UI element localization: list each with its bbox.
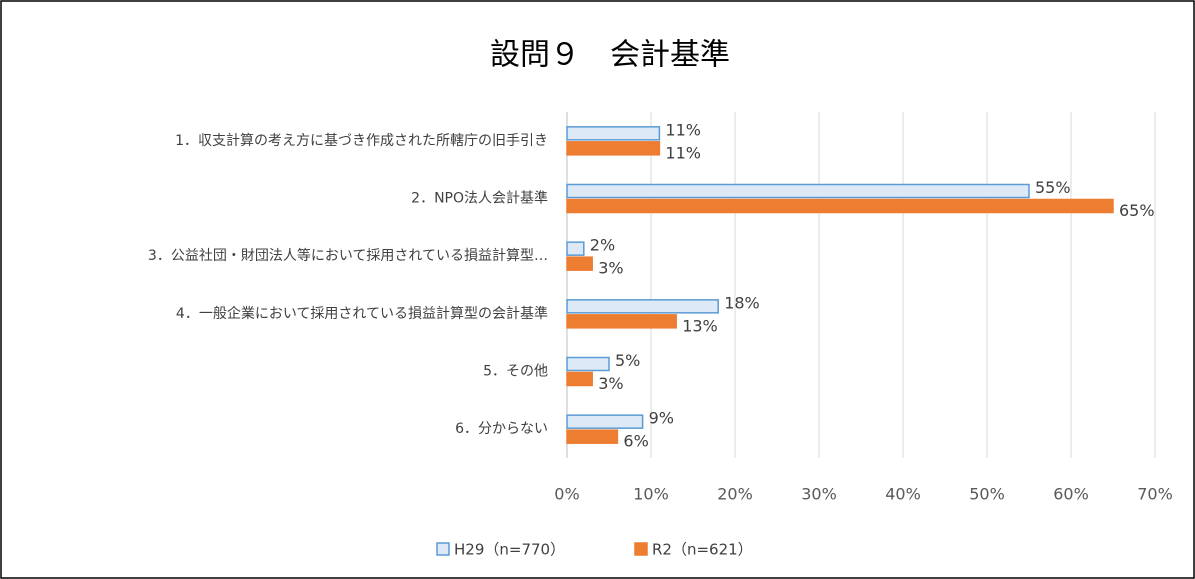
y-tick-label: 4．一般企業において採用されている損益計算型の会計基準 <box>176 305 548 322</box>
chart-title: 設問９ 会計基準 <box>490 38 730 73</box>
bar <box>566 198 1114 214</box>
bar <box>566 183 1030 199</box>
x-tick-label: 60% <box>1053 485 1089 504</box>
bar <box>566 256 593 271</box>
legend-label: H29（n=770） <box>454 541 565 559</box>
x-tick-label: 50% <box>969 485 1005 504</box>
x-tick-label: 30% <box>801 485 837 504</box>
y-tick-label: 2．NPO法人会計基準 <box>411 190 548 207</box>
legend-swatch <box>634 542 648 556</box>
data-label: 65% <box>1119 201 1155 220</box>
bar <box>566 314 677 329</box>
bar <box>566 126 661 141</box>
data-label: 2% <box>590 236 615 255</box>
x-tick-label: 20% <box>717 485 753 504</box>
bar <box>566 356 610 372</box>
data-label: 5% <box>615 351 640 370</box>
bar <box>566 241 585 256</box>
data-label: 9% <box>649 409 674 428</box>
data-label: 3% <box>598 259 623 278</box>
x-tick-label: 0% <box>554 485 579 504</box>
legend-label: R2（n=621） <box>652 541 753 559</box>
data-label: 11% <box>665 143 701 162</box>
y-tick-label: 1．収支計算の考え方に基づき作成された所轄庁の旧手引き <box>175 132 548 149</box>
data-label: 55% <box>1035 178 1071 197</box>
y-tick-label: 3．公益社団・財団法人等において採用されている損益計算型… <box>148 247 548 264</box>
data-label: 18% <box>724 293 760 312</box>
data-label: 13% <box>682 316 718 335</box>
x-tick-label: 70% <box>1137 485 1173 504</box>
y-tick-label: 6．分からない <box>455 421 548 437</box>
data-label: 11% <box>665 120 701 139</box>
bar <box>566 141 661 156</box>
x-tick-label: 40% <box>885 485 921 504</box>
bar <box>566 414 644 429</box>
bar <box>566 371 593 387</box>
data-label: 3% <box>598 374 623 393</box>
y-tick-label: 5．その他 <box>483 364 548 380</box>
legend-swatch <box>436 542 450 556</box>
data-label: 6% <box>623 432 648 451</box>
x-tick-label: 10% <box>633 485 669 504</box>
bar <box>566 429 619 444</box>
bar <box>566 299 719 314</box>
